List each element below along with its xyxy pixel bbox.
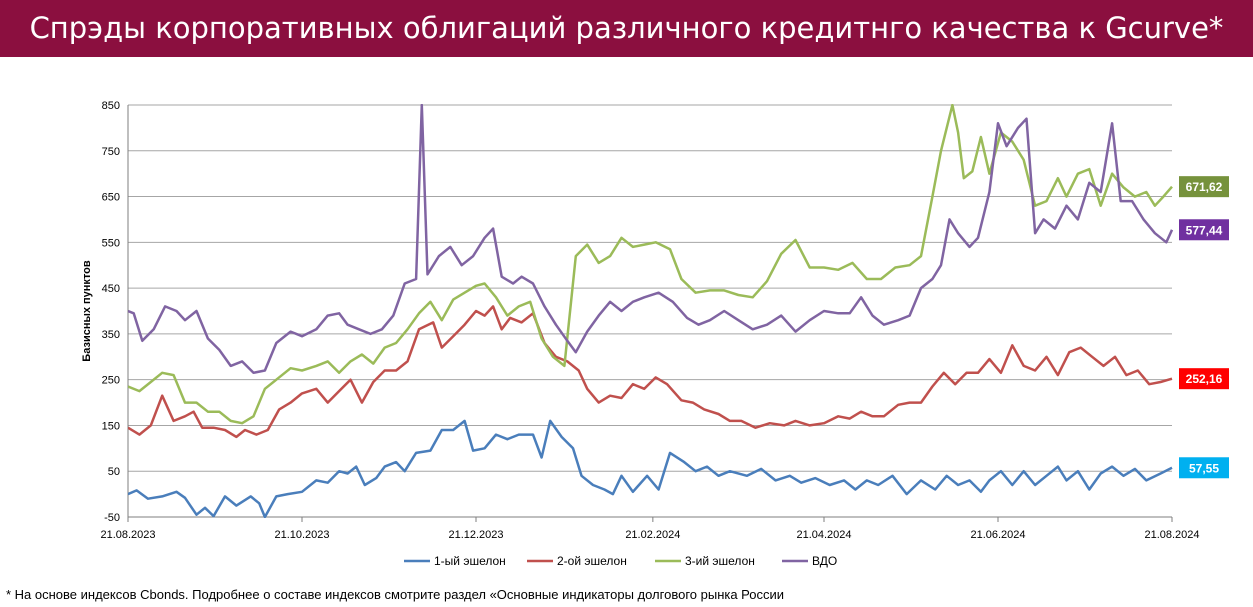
x-tick-label: 21.02.2024 — [625, 529, 680, 541]
value-badge-3 — [1179, 176, 1229, 198]
legend-label: 3-ий эшелон — [685, 554, 755, 568]
x-tick-label: 21.06.2024 — [970, 529, 1025, 541]
x-tick-label: 21.04.2024 — [796, 529, 851, 541]
spread-line-chart: -50 50 150 250 350 450 550 650 750 850 21.08.2023 2… — [81, 100, 1229, 568]
x-tick-label: 21.12.2023 — [448, 529, 503, 541]
series-line-1 — [128, 419, 1173, 518]
value-badge-2 — [1179, 368, 1229, 390]
y-tick-label: 650 — [102, 192, 120, 204]
footnote: * На основе индексов Cbonds. Подробнее о… — [6, 587, 785, 602]
y-tick-label: 150 — [102, 420, 120, 432]
x-tick-label: 21.10.2023 — [274, 529, 329, 541]
value-badge-label: 577,44 — [1186, 223, 1223, 237]
y-tick-label: 450 — [102, 283, 120, 295]
series-line-2 — [128, 305, 1173, 439]
legend-label: ВДО — [812, 554, 837, 568]
value-badge-label: 252,16 — [1186, 372, 1223, 386]
title-banner: Спрэды корпоративных облигаций различног… — [0, 0, 1253, 57]
series-line-4 — [128, 104, 1174, 375]
x-tick-label: 21.08.2024 — [1144, 529, 1199, 541]
y-tick-label: 350 — [102, 329, 120, 341]
y-axis-label: Базисных пунктов — [81, 260, 93, 362]
y-tick-label: 50 — [108, 466, 120, 478]
y-tick-label: 250 — [102, 375, 120, 387]
legend-label: 2-ой эшелон — [557, 554, 627, 568]
x-tick-label: 21.08.2023 — [100, 529, 155, 541]
y-tick-label: 550 — [102, 237, 120, 249]
legend-label: 1-ый эшелон — [434, 554, 506, 568]
series-line-3 — [128, 104, 1173, 425]
chart-title: Спрэды корпоративных облигаций различног… — [29, 11, 1224, 45]
y-tick-label: 750 — [102, 146, 120, 158]
value-badge-1 — [1179, 457, 1229, 479]
value-badge-label: 57,55 — [1189, 461, 1219, 475]
value-badge-label: 671,62 — [1186, 180, 1223, 194]
y-tick-label: -50 — [104, 512, 120, 524]
y-tick-label: 850 — [102, 100, 120, 112]
value-badge-4 — [1179, 219, 1229, 241]
